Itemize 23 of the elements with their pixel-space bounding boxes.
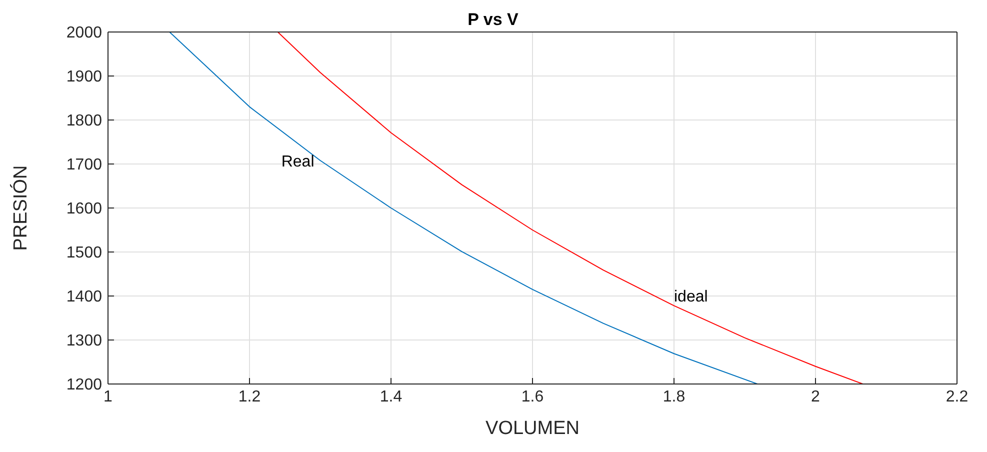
chart-title: P vs V — [468, 10, 518, 29]
y-tick-label: 1700 — [66, 156, 102, 174]
y-tick-label: 1900 — [66, 68, 102, 86]
line-series — [169, 32, 758, 384]
y-axis-title: PRESIÓN — [10, 165, 32, 251]
y-tick-label: 1400 — [66, 288, 102, 306]
x-tick-label: 2.2 — [946, 388, 968, 406]
y-tick-label: 1600 — [66, 200, 102, 218]
y-tick-label: 1500 — [66, 244, 102, 262]
y-tick-label: 1800 — [66, 112, 102, 130]
line-series — [277, 32, 864, 384]
x-tick-label: 1.8 — [662, 388, 686, 406]
x-axis-title: VOLUMEN — [486, 418, 580, 439]
y-tick-label: 1300 — [66, 332, 102, 350]
x-tick-label: 1.6 — [521, 388, 544, 406]
series-label: Real — [281, 153, 314, 170]
series-label: ideal — [674, 288, 708, 306]
y-tick-label: 2000 — [66, 24, 102, 42]
x-tick-label: 1.4 — [380, 388, 402, 406]
x-tick-label: 1 — [104, 388, 113, 406]
y-tick-label: 1200 — [66, 376, 102, 394]
x-tick-label: 2 — [811, 388, 820, 406]
x-tick-label: 1.2 — [238, 388, 261, 406]
